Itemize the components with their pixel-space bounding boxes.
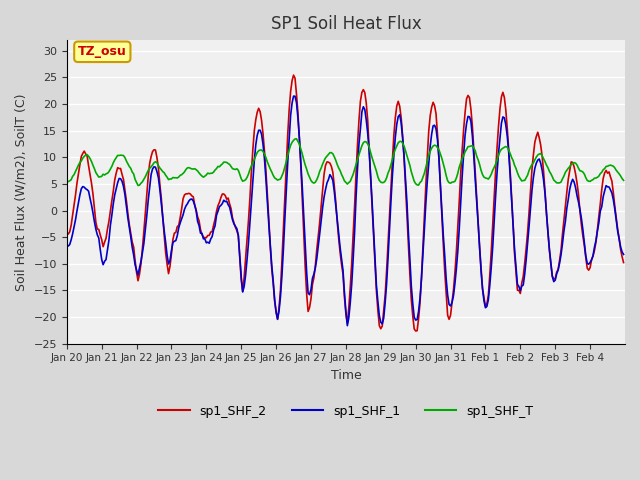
sp1_SHF_T — [292, 136, 300, 142]
Text: TZ_osu: TZ_osu — [78, 45, 127, 58]
sp1_SHF_T — [82, 152, 90, 158]
sp1_SHF_1 — [545, 246, 553, 252]
sp1_SHF_2 — [620, 260, 627, 265]
sp1_SHF_T — [545, 168, 553, 174]
X-axis label: Time: Time — [330, 369, 361, 382]
sp1_SHF_2 — [618, 254, 626, 260]
sp1_SHF_2 — [351, 203, 358, 209]
sp1_SHF_T — [134, 182, 142, 188]
Y-axis label: Soil Heat Flux (W/m2), SoilT (C): Soil Heat Flux (W/m2), SoilT (C) — [15, 93, 28, 291]
sp1_SHF_T — [99, 171, 107, 177]
sp1_SHF_2 — [82, 151, 90, 157]
sp1_SHF_1 — [352, 194, 360, 200]
sp1_SHF_1 — [618, 249, 626, 255]
Line: sp1_SHF_T: sp1_SHF_T — [67, 139, 623, 185]
sp1_SHF_T — [618, 176, 626, 181]
sp1_SHF_T — [463, 146, 470, 152]
sp1_SHF_1 — [82, 186, 90, 192]
sp1_SHF_T — [352, 161, 360, 167]
sp1_SHF_1 — [344, 323, 351, 328]
sp1_SHF_2 — [412, 328, 419, 334]
sp1_SHF_2 — [545, 248, 553, 253]
sp1_SHF_T — [620, 178, 627, 183]
sp1_SHF_T — [63, 179, 70, 184]
sp1_SHF_1 — [290, 93, 298, 99]
sp1_SHF_2 — [99, 244, 107, 250]
sp1_SHF_2 — [63, 229, 70, 235]
sp1_SHF_1 — [99, 262, 107, 267]
sp1_SHF_1 — [620, 252, 627, 257]
sp1_SHF_1 — [463, 121, 470, 127]
Line: sp1_SHF_1: sp1_SHF_1 — [67, 96, 623, 325]
sp1_SHF_2 — [463, 96, 470, 102]
sp1_SHF_1 — [63, 242, 70, 248]
Legend: sp1_SHF_2, sp1_SHF_1, sp1_SHF_T: sp1_SHF_2, sp1_SHF_1, sp1_SHF_T — [154, 399, 538, 422]
Line: sp1_SHF_2: sp1_SHF_2 — [67, 75, 623, 331]
Title: SP1 Soil Heat Flux: SP1 Soil Heat Flux — [271, 15, 421, 33]
sp1_SHF_2 — [290, 72, 298, 78]
